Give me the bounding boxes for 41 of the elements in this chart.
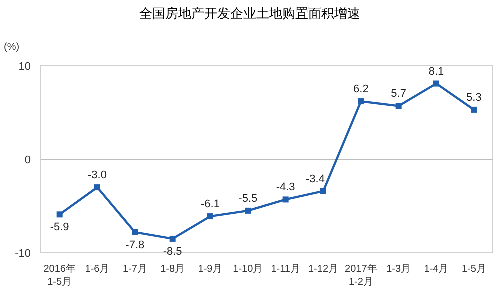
point (245, 208, 252, 214)
data-label: -8.5 (163, 246, 182, 258)
x-tick-label: 1-3月 (386, 264, 412, 275)
data-label: -7.8 (126, 239, 145, 252)
point (94, 184, 100, 191)
y-tick-label: 0 (24, 154, 31, 166)
x-tick-label: 2017年 1-2月 (345, 263, 378, 288)
y-axis-title: (%) (4, 42, 20, 53)
x-tick-label: 1-8月 (160, 264, 186, 275)
x-tick-label: 1-12月 (308, 264, 339, 275)
point (396, 103, 402, 110)
point (282, 196, 289, 203)
data-label: -4.3 (276, 182, 296, 194)
point (358, 98, 364, 105)
x-tick-label: 1-9月 (198, 264, 223, 275)
data-label: -3.0 (88, 170, 107, 182)
x-tick-label: 2016年 1-5月 (44, 263, 76, 288)
point (320, 188, 326, 194)
x-tick-label: 1-11月 (271, 264, 300, 275)
point (208, 214, 214, 220)
x-tick-label: 1-7月 (122, 264, 148, 275)
point (434, 80, 440, 87)
data-label: -5.9 (50, 222, 70, 234)
data-label: 6.2 (354, 84, 369, 96)
point (56, 212, 63, 218)
point (132, 229, 138, 236)
data-label: -3.4 (306, 173, 325, 186)
x-tick-label: 1-5月 (462, 264, 486, 275)
data-label: 8.1 (428, 66, 444, 78)
data-label: -5.5 (238, 192, 258, 205)
x-tick-label: 1-6月 (85, 264, 110, 275)
x-tick-label: 1-10月 (233, 264, 264, 275)
point (471, 106, 478, 113)
x-tick-label: 1-4月 (424, 264, 449, 275)
data-label: 5.7 (391, 88, 406, 100)
data-label: 5.3 (466, 92, 482, 104)
y-tick-label: -10 (15, 248, 31, 260)
y-tick-label: 10 (18, 61, 31, 73)
point (170, 236, 176, 242)
chart-title: 全国房地产开发企业土地购置面积增速 (140, 6, 360, 21)
data-label: -6.1 (201, 198, 220, 211)
